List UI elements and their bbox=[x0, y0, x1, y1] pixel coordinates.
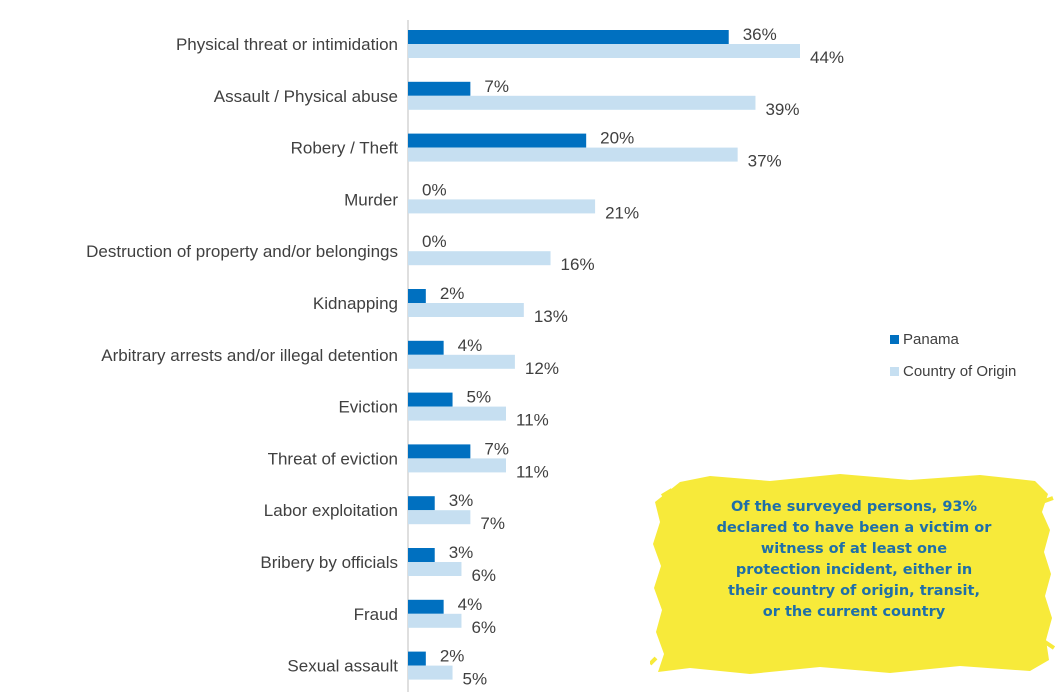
value-label-panama-eviction: 5% bbox=[467, 388, 492, 407]
bar-country-of-origin-sexual-assault bbox=[408, 665, 453, 680]
bar-country-of-origin-eviction bbox=[408, 406, 506, 421]
value-label-panama-assault-physical-abuse: 7% bbox=[484, 77, 509, 96]
bar-panama-fraud bbox=[408, 599, 444, 614]
value-label-country-of-origin-assault-physical-abuse: 39% bbox=[765, 100, 799, 119]
category-label-eviction: Eviction bbox=[338, 398, 398, 417]
bar-country-of-origin-kidnapping bbox=[408, 303, 524, 317]
category-label-bribery-by-officials: Bribery by officials bbox=[260, 553, 398, 572]
callout-line: or the current country bbox=[762, 604, 946, 620]
value-label-panama-physical-threat-or-intimidation: 36% bbox=[743, 25, 777, 44]
legend-swatch-country-of-origin bbox=[890, 366, 899, 376]
legend-label-panama: Panama bbox=[903, 330, 959, 348]
legend: Panama Country of Origin bbox=[890, 330, 1016, 394]
bar-country-of-origin-destruction-of-property-and-or-belongings bbox=[408, 251, 551, 266]
bar-panama-labor-exploitation bbox=[408, 496, 435, 511]
bar-panama-assault-physical-abuse bbox=[408, 81, 471, 96]
callout-line: Of the surveyed persons, 93% bbox=[730, 499, 978, 515]
value-label-country-of-origin-robery-theft: 37% bbox=[748, 152, 782, 171]
value-label-panama-kidnapping: 2% bbox=[440, 284, 465, 303]
legend-swatch-panama bbox=[890, 334, 899, 344]
bar-country-of-origin-labor-exploitation bbox=[408, 510, 471, 525]
bar-country-of-origin-assault-physical-abuse bbox=[408, 95, 756, 110]
value-label-panama-murder: 0% bbox=[422, 180, 447, 199]
value-label-panama-destruction-of-property-and-or-belongings: 0% bbox=[422, 232, 447, 251]
category-label-robery-theft: Robery / Theft bbox=[291, 139, 399, 158]
brush-stroke-background bbox=[650, 474, 1055, 674]
legend-label-country-of-origin: Country of Origin bbox=[903, 362, 1017, 380]
category-label-physical-threat-or-intimidation: Physical threat or intimidation bbox=[176, 35, 398, 54]
category-label-labor-exploitation: Labor exploitation bbox=[264, 501, 398, 520]
value-label-panama-fraud: 4% bbox=[458, 595, 483, 614]
bar-panama-sexual-assault bbox=[408, 651, 426, 666]
value-label-country-of-origin-threat-of-eviction: 11% bbox=[516, 462, 549, 481]
value-label-country-of-origin-destruction-of-property-and-or-belongings: 16% bbox=[561, 255, 595, 274]
value-label-country-of-origin-murder: 21% bbox=[605, 203, 639, 222]
value-label-panama-labor-exploitation: 3% bbox=[449, 491, 474, 510]
value-label-country-of-origin-sexual-assault: 5% bbox=[463, 670, 488, 689]
bar-country-of-origin-robery-theft bbox=[408, 147, 738, 162]
value-label-panama-bribery-by-officials: 3% bbox=[449, 543, 474, 562]
callout-line: witness of at least one bbox=[760, 541, 948, 557]
category-label-destruction-of-property-and-or-belongings: Destruction of property and/or belonging… bbox=[86, 242, 398, 261]
bar-panama-kidnapping bbox=[408, 289, 426, 303]
value-label-country-of-origin-labor-exploitation: 7% bbox=[480, 514, 505, 533]
value-label-country-of-origin-physical-threat-or-intimidation: 44% bbox=[810, 48, 844, 67]
callout-line: their country of origin, transit, bbox=[728, 583, 980, 599]
callout-text: Of the surveyed persons, 93% declared to… bbox=[688, 497, 1020, 623]
category-label-threat-of-eviction: Threat of eviction bbox=[268, 449, 398, 468]
category-label-sexual-assault: Sexual assault bbox=[287, 657, 398, 676]
bar-country-of-origin-threat-of-eviction bbox=[408, 458, 506, 473]
bar-country-of-origin-fraud bbox=[408, 613, 462, 628]
value-label-panama-threat-of-eviction: 7% bbox=[484, 439, 509, 458]
value-label-country-of-origin-bribery-by-officials: 6% bbox=[471, 566, 496, 585]
value-label-country-of-origin-fraud: 6% bbox=[471, 618, 496, 637]
value-label-country-of-origin-arbitrary-arrests-and-or-illegal-detention: 12% bbox=[525, 359, 559, 378]
bar-country-of-origin-arbitrary-arrests-and-or-illegal-detention bbox=[408, 354, 515, 369]
callout-line: protection incident, either in bbox=[735, 562, 973, 578]
callout-line: declared to have been a victim or bbox=[716, 520, 992, 536]
category-label-fraud: Fraud bbox=[354, 605, 398, 624]
value-label-country-of-origin-eviction: 11% bbox=[516, 411, 549, 430]
bar-country-of-origin-murder bbox=[408, 199, 596, 214]
bar-panama-physical-threat-or-intimidation bbox=[408, 30, 729, 44]
value-label-panama-robery-theft: 20% bbox=[600, 129, 634, 148]
legend-item-panama: Panama bbox=[890, 330, 1016, 348]
value-label-country-of-origin-kidnapping: 13% bbox=[534, 307, 568, 326]
category-label-assault-physical-abuse: Assault / Physical abuse bbox=[214, 87, 398, 106]
category-label-arbitrary-arrests-and-or-illegal-detention: Arbitrary arrests and/or illegal detenti… bbox=[101, 346, 398, 365]
bar-panama-arbitrary-arrests-and-or-illegal-detention bbox=[408, 340, 444, 355]
bar-panama-robery-theft bbox=[408, 133, 587, 148]
bar-country-of-origin-bribery-by-officials bbox=[408, 562, 462, 576]
bar-panama-eviction bbox=[408, 392, 453, 407]
category-label-kidnapping: Kidnapping bbox=[313, 294, 398, 313]
category-label-murder: Murder bbox=[344, 190, 398, 209]
bar-country-of-origin-physical-threat-or-intimidation bbox=[408, 44, 800, 58]
callout-box: Of the surveyed persons, 93% declared to… bbox=[650, 472, 1055, 677]
bar-panama-threat-of-eviction bbox=[408, 444, 471, 459]
value-label-panama-sexual-assault: 2% bbox=[440, 647, 465, 666]
value-label-panama-arbitrary-arrests-and-or-illegal-detention: 4% bbox=[458, 336, 483, 355]
bar-panama-bribery-by-officials bbox=[408, 548, 435, 562]
plot-area: Physical threat or intimidation 36% 44% Ass… bbox=[86, 25, 844, 689]
legend-item-country-of-origin: Country of Origin bbox=[890, 362, 1016, 380]
